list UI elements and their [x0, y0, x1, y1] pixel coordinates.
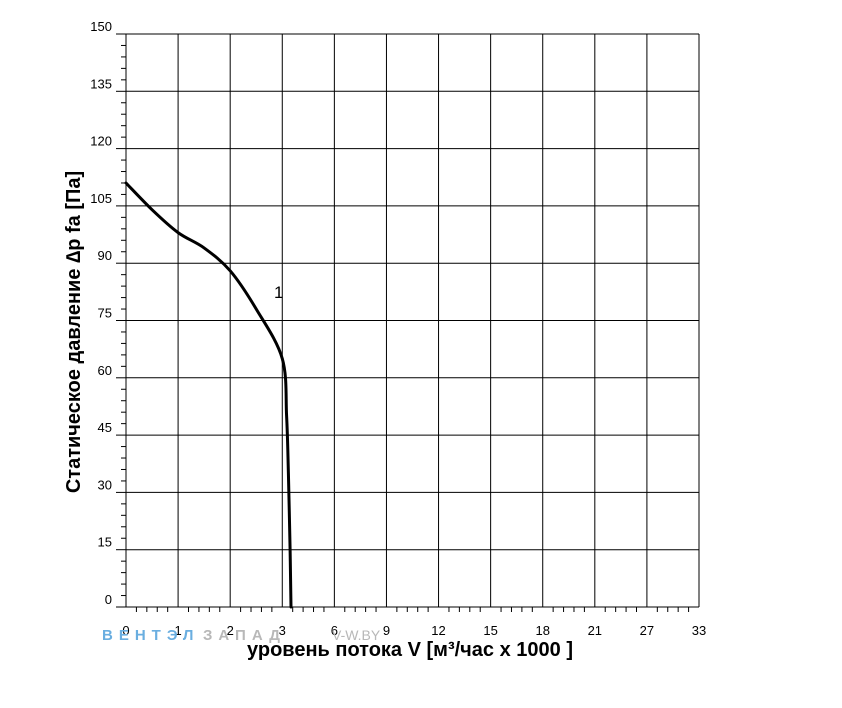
y-tick-label: 45 [98, 420, 112, 435]
y-tick-label: 30 [98, 477, 112, 492]
x-tick-label: 15 [483, 623, 497, 638]
series-line-1 [124, 181, 293, 609]
y-tick-label: 0 [105, 592, 112, 607]
watermark-brand-right: ЗАПАД [203, 627, 286, 644]
y-tick-label: 105 [90, 191, 112, 206]
x-tick-label: 27 [640, 623, 654, 638]
x-tick-label: 21 [588, 623, 602, 638]
y-tick-label: 120 [90, 134, 112, 149]
minor-ticks [121, 44, 690, 612]
x-tick-label: 33 [692, 623, 706, 638]
x-tick-label: 18 [535, 623, 549, 638]
watermark-brand-left: ВЕНТЭЛ [102, 627, 199, 644]
x-tick-label: 9 [383, 623, 390, 638]
x-tick-label: 6 [331, 623, 338, 638]
series-label-1: 1 [274, 283, 283, 302]
y-tick-label: 135 [90, 76, 112, 91]
y-tick-labels: 0 15 30 45 60 75 90 105 120 135 150 [90, 19, 112, 607]
y-axis-title: Статическое давление ∆p fa [Па] [63, 171, 85, 493]
watermark: ВЕНТЭЛ ЗАПАД V-W.BY [102, 627, 381, 644]
chart-grid [116, 33, 700, 608]
x-tick-labels: 0 1 2 3 6 9 12 15 18 21 27 33 [122, 623, 706, 638]
x-tick-label: 1 [174, 623, 181, 638]
y-tick-label: 75 [98, 306, 112, 321]
y-tick-label: 90 [98, 248, 112, 263]
x-tick-label: 3 [279, 623, 286, 638]
y-tick-label: 15 [98, 535, 112, 550]
x-tick-label: 12 [431, 623, 445, 638]
y-tick-label: 150 [90, 19, 112, 34]
y-tick-label: 60 [98, 363, 112, 378]
watermark-site: V-W.BY [332, 627, 381, 643]
x-tick-label: 2 [227, 623, 234, 638]
x-axis-title: уровень потока V [м³/час x 1000 ] [247, 639, 573, 661]
x-tick-label: 0 [122, 623, 129, 638]
